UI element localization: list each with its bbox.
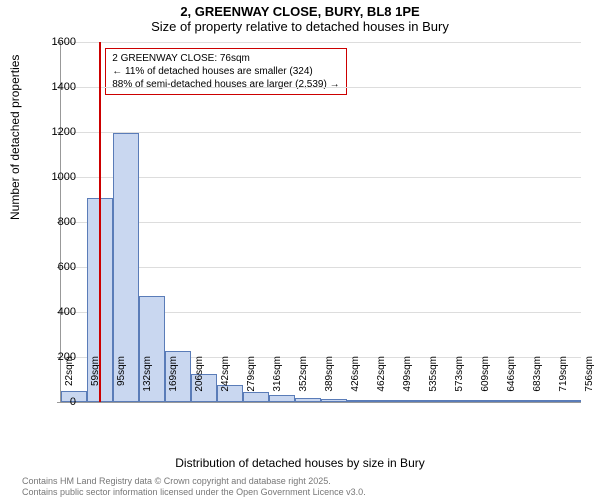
xtick-label: 573sqm bbox=[454, 356, 465, 406]
info-line-3: 88% of semi-detached houses are larger (… bbox=[112, 78, 339, 91]
ytick-label: 1600 bbox=[46, 36, 76, 48]
footer-attribution: Contains HM Land Registry data © Crown c… bbox=[22, 476, 366, 499]
xtick-label: 316sqm bbox=[272, 356, 283, 406]
xtick-label: 95sqm bbox=[116, 356, 127, 406]
xtick-label: 426sqm bbox=[350, 356, 361, 406]
xtick-label: 279sqm bbox=[246, 356, 257, 406]
xtick-label: 719sqm bbox=[558, 356, 569, 406]
chart-title: 2, GREENWAY CLOSE, BURY, BL8 1PE bbox=[0, 0, 600, 19]
ytick-label: 1000 bbox=[46, 171, 76, 183]
gridline bbox=[61, 267, 581, 268]
chart-plot-area: 2 GREENWAY CLOSE: 76sqm ← 11% of detache… bbox=[60, 42, 581, 403]
ytick-label: 400 bbox=[46, 306, 76, 318]
xtick-label: 499sqm bbox=[402, 356, 413, 406]
ytick-label: 800 bbox=[46, 216, 76, 228]
xtick-label: 242sqm bbox=[220, 356, 231, 406]
xtick-label: 169sqm bbox=[168, 356, 179, 406]
y-axis-label: Number of detached properties bbox=[8, 55, 22, 220]
property-marker-line bbox=[99, 42, 101, 402]
xtick-label: 683sqm bbox=[532, 356, 543, 406]
xtick-label: 132sqm bbox=[142, 356, 153, 406]
x-axis-label: Distribution of detached houses by size … bbox=[0, 456, 600, 470]
footer-line-2: Contains public sector information licen… bbox=[22, 487, 366, 498]
ytick-label: 0 bbox=[46, 396, 76, 408]
gridline bbox=[61, 132, 581, 133]
ytick-label: 600 bbox=[46, 261, 76, 273]
info-line-1: 2 GREENWAY CLOSE: 76sqm bbox=[112, 52, 339, 65]
gridline bbox=[61, 222, 581, 223]
gridline bbox=[61, 177, 581, 178]
xtick-label: 535sqm bbox=[428, 356, 439, 406]
gridline bbox=[61, 42, 581, 43]
xtick-label: 389sqm bbox=[324, 356, 335, 406]
xtick-label: 646sqm bbox=[506, 356, 517, 406]
info-line-2: ← 11% of detached houses are smaller (32… bbox=[112, 65, 339, 78]
ytick-label: 1200 bbox=[46, 126, 76, 138]
ytick-label: 200 bbox=[46, 351, 76, 363]
chart-subtitle: Size of property relative to detached ho… bbox=[0, 19, 600, 38]
xtick-label: 206sqm bbox=[194, 356, 205, 406]
footer-line-1: Contains HM Land Registry data © Crown c… bbox=[22, 476, 366, 487]
xtick-label: 609sqm bbox=[480, 356, 491, 406]
xtick-label: 756sqm bbox=[584, 356, 595, 406]
xtick-label: 462sqm bbox=[376, 356, 387, 406]
gridline bbox=[61, 87, 581, 88]
xtick-label: 352sqm bbox=[298, 356, 309, 406]
ytick-label: 1400 bbox=[46, 81, 76, 93]
